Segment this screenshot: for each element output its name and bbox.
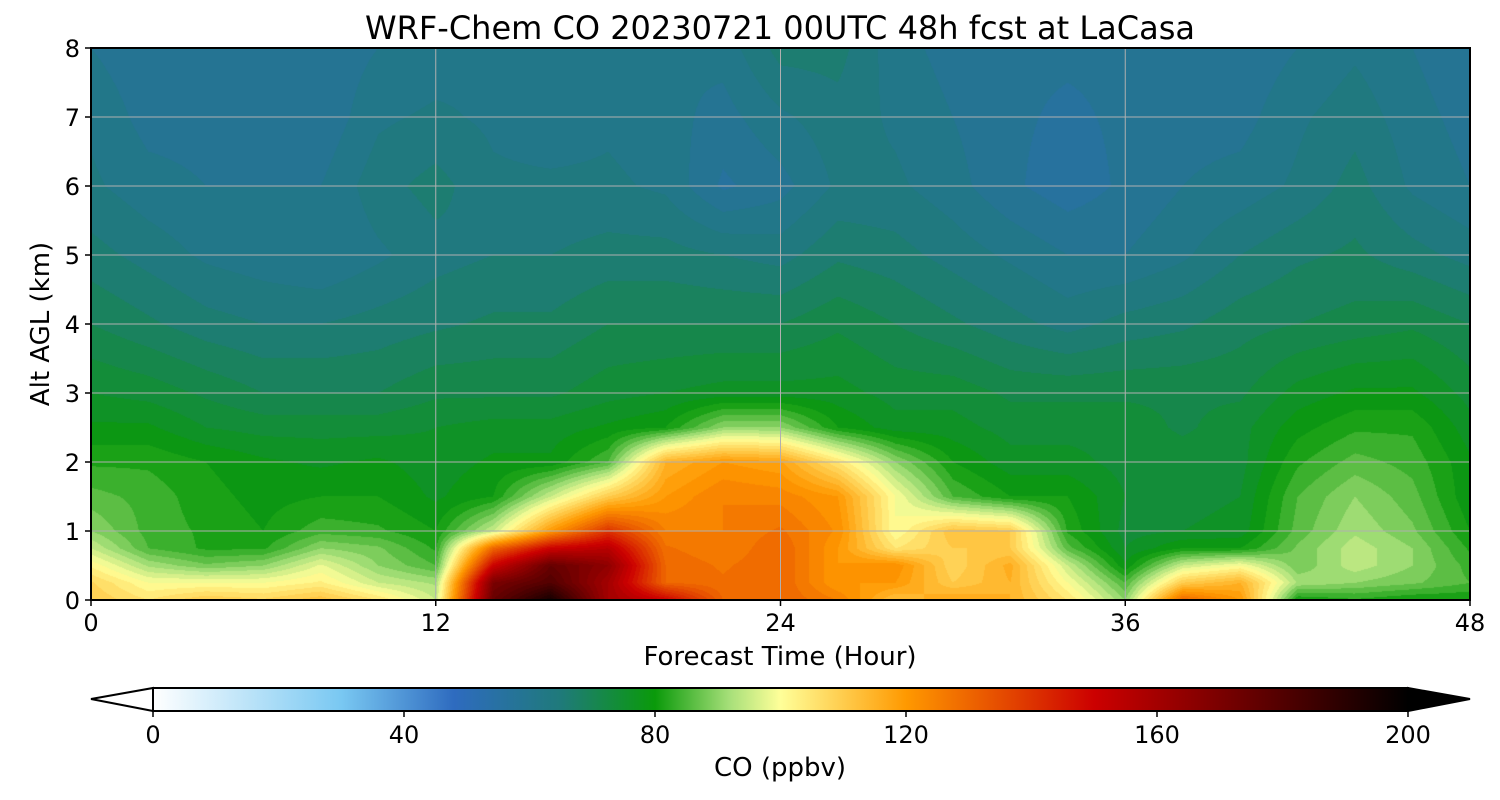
y-tick-label: 3	[65, 380, 80, 408]
colorbar-ticks: 0 40 80 120 160 200	[145, 711, 1431, 749]
chart-title: WRF-Chem CO 20230721 00UTC 48h fcst at L…	[365, 9, 1195, 47]
colorbar-tick-label: 0	[145, 721, 160, 749]
x-axis-label: Forecast Time (Hour)	[643, 642, 916, 672]
y-tick-label: 8	[65, 35, 80, 63]
colorbar-extend-low	[90, 686, 154, 713]
y-tick-label: 1	[65, 518, 80, 546]
colorbar-extend-high	[1407, 686, 1471, 713]
x-tick-label: 48	[1455, 609, 1486, 637]
colorbar-tick-label: 40	[389, 721, 420, 749]
x-tick-label: 24	[765, 609, 796, 637]
y-tick-label: 2	[65, 449, 80, 477]
x-tick-label: 0	[83, 609, 98, 637]
y-axis-ticks: 0 1 2 3 4 5 6 7 8	[65, 35, 91, 615]
y-tick-label: 4	[65, 311, 80, 339]
x-axis-ticks: 0 12 24 36 48	[83, 600, 1485, 637]
x-tick-label: 36	[1110, 609, 1141, 637]
x-tick-label: 12	[420, 609, 451, 637]
colorbar: 0 40 80 120 160 200 CO (ppbv)	[90, 686, 1471, 783]
colorbar-tick-label: 160	[1134, 721, 1180, 749]
colorbar-tick-label: 200	[1385, 721, 1431, 749]
y-tick-label: 0	[65, 587, 80, 615]
colorbar-tick-label: 80	[640, 721, 671, 749]
y-tick-label: 5	[65, 242, 80, 270]
colorbar-tick-label: 120	[883, 721, 929, 749]
colorbar-body	[152, 687, 1409, 712]
y-tick-label: 6	[65, 173, 80, 201]
y-axis-label: Alt AGL (km)	[26, 242, 56, 406]
grid-lines	[91, 48, 1470, 600]
colorbar-label: CO (ppbv)	[714, 753, 846, 783]
y-tick-label: 7	[65, 104, 80, 132]
